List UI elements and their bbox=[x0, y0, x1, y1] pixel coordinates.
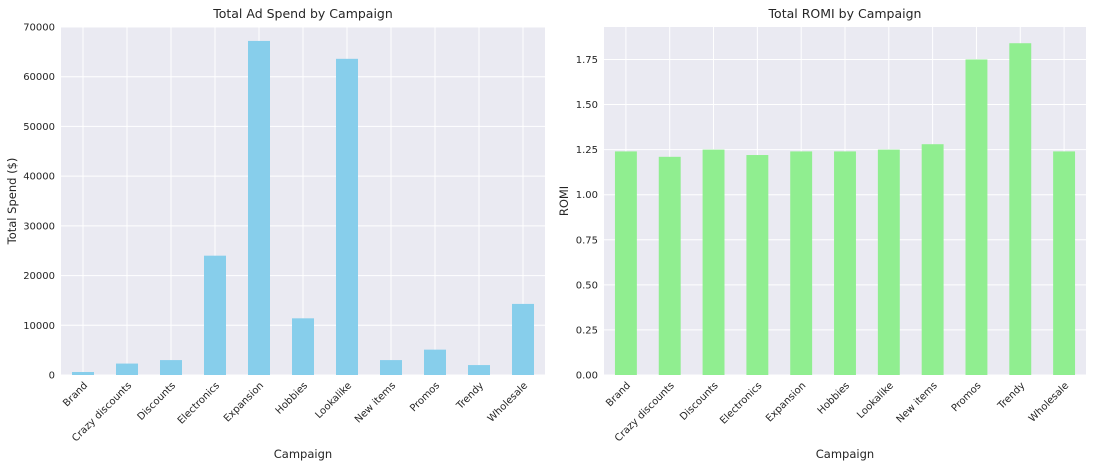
bars bbox=[72, 40, 534, 376]
chart-ad-spend: 0 10000 20000 30000 40000 50000 60000 70000 Bra… bbox=[5, 6, 545, 461]
bar-discounts bbox=[160, 360, 182, 375]
y-tick-label: 1.25 bbox=[576, 145, 598, 156]
y-ticks: 0 10000 20000 30000 40000 50000 60000 70000 bbox=[23, 23, 55, 382]
bar-promos bbox=[965, 59, 988, 375]
y-tick-label: 70000 bbox=[23, 23, 55, 34]
bar-promos bbox=[424, 349, 446, 375]
y-tick-label: 1.50 bbox=[576, 100, 598, 111]
bar-new-items bbox=[921, 144, 944, 375]
x-tick-label: Wholesale bbox=[486, 380, 530, 424]
bars bbox=[614, 43, 1076, 376]
x-tick-label: Electronics bbox=[176, 380, 222, 426]
y-tick-label: 20000 bbox=[23, 271, 55, 282]
x-tick-label: Lookalike bbox=[313, 380, 354, 421]
chart-romi: 0.00 0.25 0.50 0.75 1.00 1.25 1.50 1.75 BrandCr… bbox=[557, 6, 1086, 461]
y-tick-label: 1.00 bbox=[576, 190, 598, 201]
bar-wholesale bbox=[512, 303, 534, 375]
y-tick-label: 50000 bbox=[23, 122, 55, 133]
chart-title: Total ROMI by Campaign bbox=[768, 6, 922, 21]
x-tick-label: Discounts bbox=[136, 380, 179, 423]
x-tick-label: Promos bbox=[408, 380, 442, 414]
y-tick-label: 0.00 bbox=[576, 371, 598, 382]
x-tick-label: Hobbies bbox=[274, 380, 310, 416]
y-tick-label: 0.75 bbox=[576, 235, 598, 246]
y-tick-label: 0.25 bbox=[576, 325, 598, 336]
bar-trendy bbox=[1009, 43, 1032, 376]
bar-crazy-discounts bbox=[116, 363, 138, 375]
bar-expansion bbox=[248, 40, 270, 376]
bar-discounts bbox=[702, 149, 725, 375]
y-tick-label: 0 bbox=[49, 371, 55, 382]
x-tick-label: Hobbies bbox=[816, 380, 852, 416]
x-tick-label: New items bbox=[353, 380, 398, 425]
x-tick-label: Expansion bbox=[764, 380, 808, 424]
bar-lookalike bbox=[336, 58, 358, 376]
x-axis-label: Campaign bbox=[274, 447, 332, 461]
y-tick-label: 30000 bbox=[23, 221, 55, 232]
x-tick-label: Lookalike bbox=[855, 380, 896, 421]
y-tick-label: 60000 bbox=[23, 72, 55, 83]
y-axis-label: ROMI bbox=[557, 186, 571, 216]
x-tick-label: Electronics bbox=[718, 380, 764, 426]
bar-brand bbox=[72, 372, 94, 375]
bar-trendy bbox=[468, 365, 490, 375]
x-tick-label: Trendy bbox=[454, 380, 486, 412]
x-tick-label: New items bbox=[895, 380, 940, 425]
x-tick-label: Wholesale bbox=[1027, 380, 1071, 424]
y-ticks: 0.00 0.25 0.50 0.75 1.00 1.25 1.50 1.75 bbox=[576, 55, 598, 382]
bar-new-items bbox=[380, 360, 402, 375]
bar-crazy-discounts bbox=[658, 156, 681, 375]
y-axis-label: Total Spend ($) bbox=[5, 158, 19, 246]
x-tick-label: Expansion bbox=[222, 380, 266, 424]
y-tick-label: 40000 bbox=[23, 172, 55, 183]
bar-hobbies bbox=[834, 151, 856, 375]
bar-brand bbox=[614, 151, 637, 375]
x-tick-label: Discounts bbox=[678, 380, 721, 423]
y-tick-label: 10000 bbox=[23, 321, 55, 332]
x-tick-label: Trendy bbox=[995, 380, 1027, 412]
bar-wholesale bbox=[1053, 151, 1076, 375]
bar-hobbies bbox=[292, 318, 314, 375]
x-tick-label: Brand bbox=[61, 380, 90, 409]
bar-electronics bbox=[746, 155, 769, 375]
bar-lookalike bbox=[877, 149, 900, 375]
y-tick-label: 0.50 bbox=[576, 280, 598, 291]
y-tick-label: 1.75 bbox=[576, 55, 598, 66]
x-axis-label: Campaign bbox=[816, 447, 874, 461]
bar-electronics bbox=[204, 255, 226, 375]
bar-expansion bbox=[790, 151, 813, 375]
x-tick-label: Brand bbox=[604, 380, 633, 409]
x-tick-label: Promos bbox=[950, 380, 984, 414]
chart-title: Total Ad Spend by Campaign bbox=[212, 6, 393, 21]
